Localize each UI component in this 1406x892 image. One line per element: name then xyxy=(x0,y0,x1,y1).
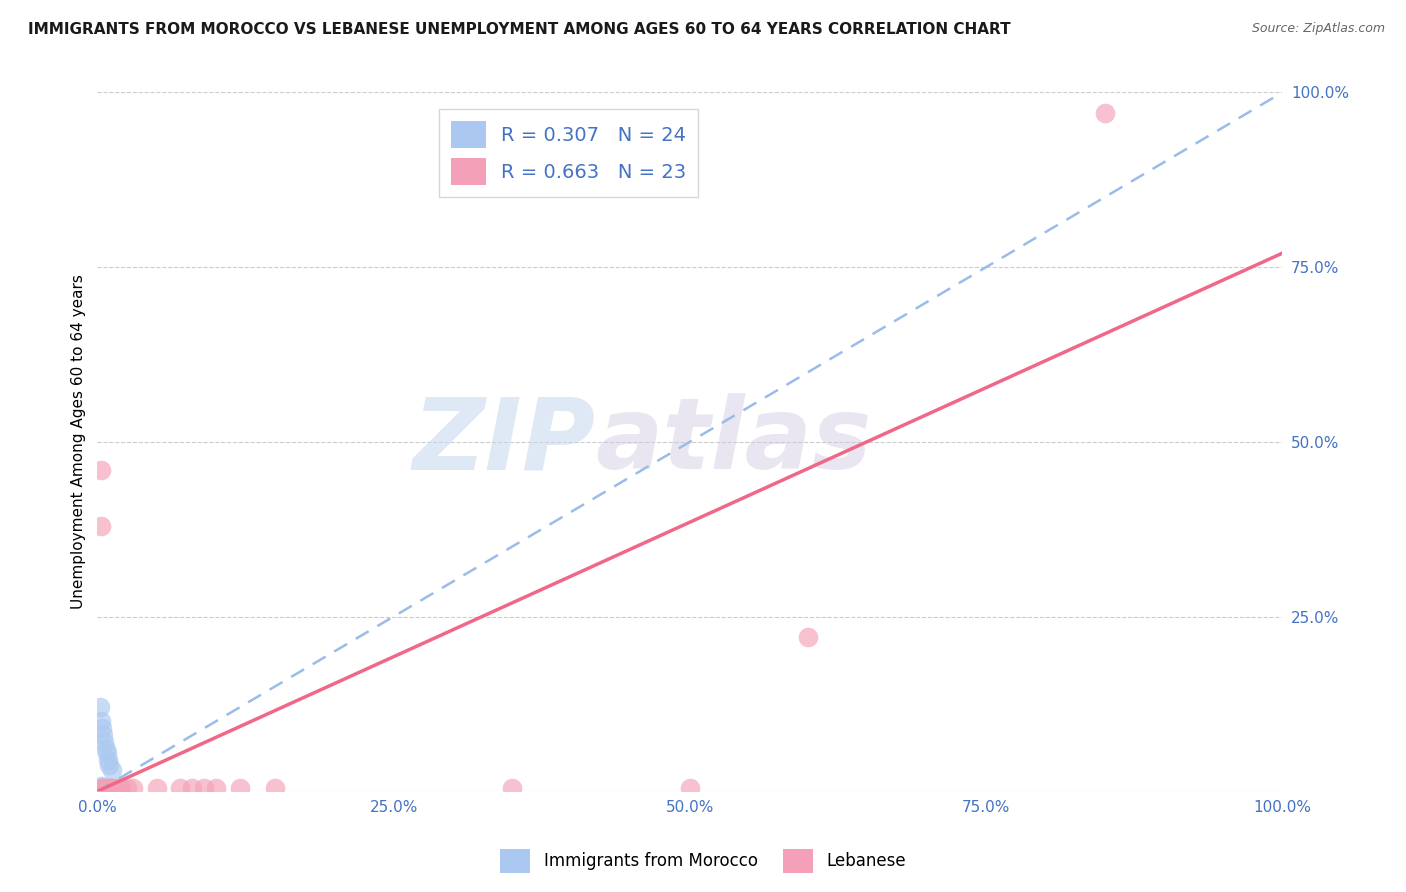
Point xyxy=(98,757,121,772)
Text: atlas: atlas xyxy=(595,393,872,491)
Point xyxy=(104,780,127,795)
Point xyxy=(1094,106,1116,120)
Point xyxy=(181,780,204,795)
Point xyxy=(122,780,145,795)
Point xyxy=(91,780,114,795)
Point xyxy=(98,780,121,795)
Point xyxy=(96,746,118,760)
Text: IMMIGRANTS FROM MOROCCO VS LEBANESE UNEMPLOYMENT AMONG AGES 60 TO 64 YEARS CORRE: IMMIGRANTS FROM MOROCCO VS LEBANESE UNEM… xyxy=(28,22,1011,37)
Point xyxy=(98,780,121,795)
Point xyxy=(110,780,132,795)
Point xyxy=(100,764,122,778)
Point xyxy=(228,780,250,795)
Point xyxy=(89,784,111,798)
Point xyxy=(91,780,114,795)
Point xyxy=(91,780,114,795)
Point xyxy=(90,780,112,795)
Point xyxy=(205,780,228,795)
Point xyxy=(90,463,112,477)
Text: ZIP: ZIP xyxy=(412,393,595,491)
Point xyxy=(100,780,122,795)
Point xyxy=(93,735,115,749)
Point xyxy=(264,780,287,795)
Point xyxy=(91,780,114,795)
Point xyxy=(115,780,138,795)
Point xyxy=(169,780,191,795)
Point xyxy=(107,780,129,795)
Legend: Immigrants from Morocco, Lebanese: Immigrants from Morocco, Lebanese xyxy=(494,842,912,880)
Point xyxy=(91,728,114,742)
Point xyxy=(97,753,120,767)
Y-axis label: Unemployment Among Ages 60 to 64 years: Unemployment Among Ages 60 to 64 years xyxy=(72,275,86,609)
Point xyxy=(94,780,117,795)
Point xyxy=(91,780,114,795)
Point xyxy=(93,780,115,795)
Point xyxy=(501,780,523,795)
Point xyxy=(89,780,111,795)
Point xyxy=(100,780,122,795)
Point xyxy=(193,780,215,795)
Point xyxy=(145,780,167,795)
Point xyxy=(90,714,112,729)
Point xyxy=(96,780,118,795)
Point xyxy=(90,779,112,793)
Point xyxy=(91,722,114,736)
Point xyxy=(97,780,120,795)
Point xyxy=(94,780,117,795)
Point xyxy=(90,780,112,795)
Point xyxy=(797,631,820,645)
Point xyxy=(89,700,111,714)
Point xyxy=(679,780,702,795)
Point xyxy=(90,518,112,533)
Point xyxy=(94,742,117,756)
Legend: R = 0.307   N = 24, R = 0.663   N = 23: R = 0.307 N = 24, R = 0.663 N = 23 xyxy=(439,109,697,197)
Text: Source: ZipAtlas.com: Source: ZipAtlas.com xyxy=(1251,22,1385,36)
